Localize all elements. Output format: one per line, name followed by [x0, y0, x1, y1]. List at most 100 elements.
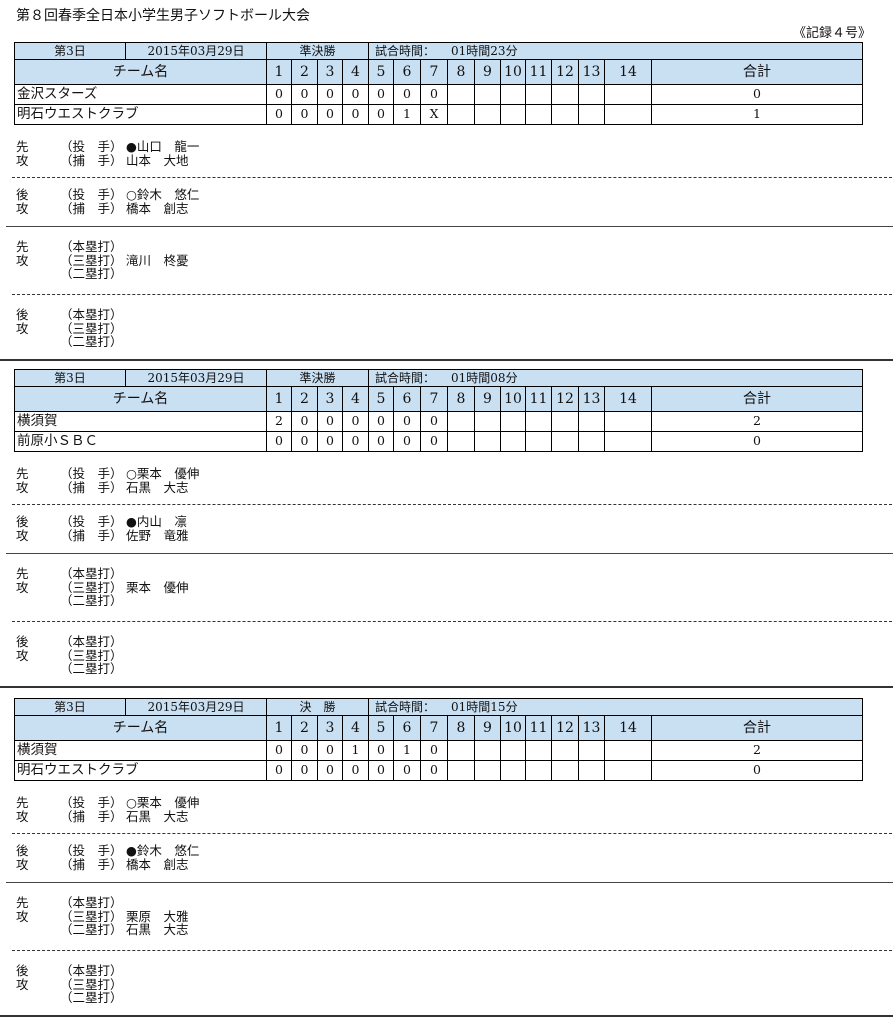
inning-score [500, 84, 527, 105]
score-table: 第3日2015年03月29日準決勝試合時間：01時間08分試合番号46チーム名1… [14, 369, 864, 452]
catcher-label: （捕 手） [60, 808, 123, 824]
batting-order-label: 先攻 [16, 895, 29, 924]
double-label: （二塁打） [60, 661, 123, 676]
home-run-label: （本塁打） [60, 566, 123, 581]
inning-header: 3 [317, 715, 343, 741]
batting-order-label: 先攻 [16, 139, 29, 168]
inning-score: 0 [393, 760, 422, 781]
game-separator [0, 1015, 893, 1017]
inning-header: 6 [393, 715, 422, 741]
game-time: 01時間15分 [451, 700, 518, 714]
inning-score: 0 [368, 104, 395, 125]
inning-header: 11 [525, 59, 553, 85]
catcher-label: （捕 手） [60, 527, 123, 543]
pitcher-line: （投 手） ○栗本 優伸 [60, 467, 199, 481]
double-label: （二塁打） [60, 922, 123, 937]
triple-label: （三塁打） [60, 908, 123, 924]
pitcher-line: （投 手） ●内山 凛 [60, 515, 187, 529]
triple-label: （三塁打） [60, 320, 123, 336]
dashed-divider [12, 177, 892, 178]
inning-score [578, 84, 606, 105]
inning-header: 4 [341, 715, 370, 741]
inning-header: 2 [291, 386, 318, 412]
team-name: 明石ウエストクラブ [14, 104, 267, 125]
inning-header: 10 [500, 59, 527, 85]
pitcher-label: （投 手） [60, 795, 123, 810]
batting-order-label: 後攻 [16, 514, 29, 543]
game-day: 第3日 [14, 698, 126, 716]
inning-score [447, 431, 476, 452]
record-number: 《記録４号》 [792, 26, 871, 41]
inning-score: 1 [341, 740, 370, 761]
inning-score [474, 431, 502, 452]
dashed-divider [12, 833, 892, 834]
triple-label: （三塁打） [60, 252, 123, 268]
inning-score [604, 411, 653, 432]
inning-score [578, 740, 606, 761]
inning-score: 0 [341, 84, 370, 105]
home-run-line: （本塁打） [60, 567, 126, 581]
inning-header: 1 [266, 715, 292, 741]
inning-score: 0 [420, 411, 449, 432]
batting-order-label: 後攻 [16, 307, 29, 336]
game-time-label: 試合時間： [375, 371, 436, 385]
inning-score: 0 [317, 760, 343, 781]
inning-header: 4 [341, 386, 370, 412]
inning-score: 0 [368, 84, 395, 105]
inning-score [474, 740, 502, 761]
inning-score: 0 [317, 104, 343, 125]
double-label: （二塁打） [60, 990, 123, 1005]
double-line: （二塁打） [60, 335, 126, 349]
inning-header: 13 [578, 386, 606, 412]
inning-score: 0 [266, 104, 292, 125]
home-run-label: （本塁打） [60, 307, 123, 322]
inning-score: 0 [420, 740, 449, 761]
batting-order-label: 先攻 [16, 795, 29, 824]
catcher-line: （捕 手） 石黒 大志 [60, 479, 189, 495]
double-line: （二塁打） 石黒 大志 [60, 923, 189, 937]
inning-score: 0 [317, 84, 343, 105]
inning-header: 12 [551, 59, 580, 85]
inning-score [551, 104, 580, 125]
inning-score [500, 104, 527, 125]
home-run-line: （本塁打） [60, 896, 126, 910]
score-table: 第3日2015年03月29日準決勝試合時間：01時間23分試合番号45チーム名1… [14, 42, 864, 125]
inning-score [578, 760, 606, 781]
dashed-divider [12, 294, 892, 295]
player-name: 栗本 優伸 [126, 579, 189, 595]
triple-line: （三塁打） [60, 648, 126, 663]
inning-score [525, 431, 553, 452]
inning-score: 0 [368, 431, 395, 452]
batting-order-label: 後攻 [16, 843, 29, 872]
section-divider [6, 226, 893, 227]
column-header-row: チーム名1234567891011121314合計備考 [14, 59, 864, 85]
triple-line: （三塁打） 栗本 優伸 [60, 579, 189, 595]
home-run-label: （本塁打） [60, 634, 123, 649]
triple-label: （三塁打） [60, 579, 123, 595]
pitcher-line: （投 手） ○鈴木 悠仁 [60, 188, 199, 202]
inning-score: 1 [393, 104, 422, 125]
double-line: （二塁打） [60, 991, 126, 1005]
pitcher-line: （投 手） ●山口 龍一 [60, 140, 199, 154]
inning-score [525, 104, 553, 125]
inning-score [500, 740, 527, 761]
player-name: ○栗本 優伸 [126, 795, 200, 810]
player-name: 石黒 大志 [126, 479, 189, 495]
dashed-divider [12, 950, 892, 951]
batting-order-label: 先攻 [16, 466, 29, 495]
player-name: ○栗本 優伸 [126, 466, 200, 481]
team-name-header: チーム名 [14, 715, 267, 741]
team-name-header: チーム名 [14, 386, 267, 412]
team-total: 2 [651, 740, 864, 761]
inning-header: 8 [447, 59, 476, 85]
catcher-line: （捕 手） 橋本 創志 [60, 857, 189, 872]
inning-score: 0 [341, 760, 370, 781]
inning-score: 0 [368, 411, 395, 432]
document-title: 第８回春季全日本小学生男子ソフトボール大会 [16, 8, 310, 24]
batting-order-label: 後攻 [16, 187, 29, 216]
inning-header: 2 [291, 715, 318, 741]
player-name: ●内山 凛 [126, 514, 187, 529]
game-day: 第3日 [14, 369, 126, 387]
